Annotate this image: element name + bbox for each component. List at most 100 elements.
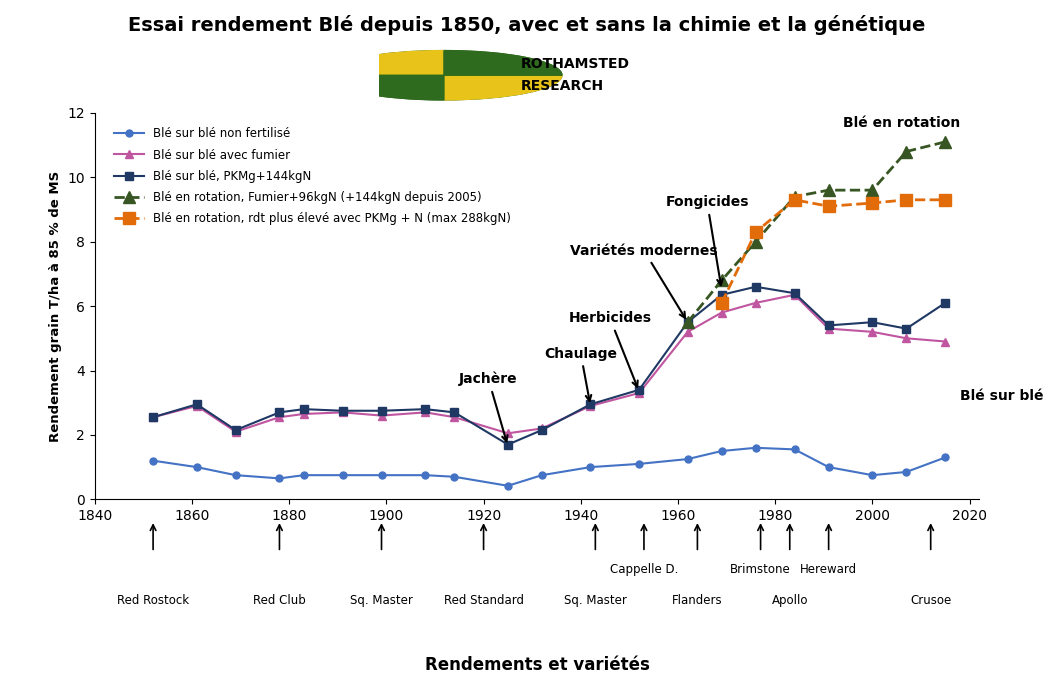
Blé sur blé non fertilisé: [789, 445, 801, 453]
Blé en rotation, Fumier+96kgN (+144kgN depuis 2005): [822, 186, 835, 194]
Blé en rotation, rdt plus élevé avec PKMg + N (max 288kgN): [715, 299, 728, 307]
Blé sur blé, PKMg+144kgN: [789, 289, 801, 298]
Text: Herbicides: Herbicides: [569, 311, 652, 386]
Blé sur blé, PKMg+144kgN: [230, 426, 242, 434]
Blé sur blé, PKMg+144kgN: [191, 400, 203, 408]
Blé sur blé avec fumier: [822, 324, 835, 332]
Line: Blé en rotation, rdt plus élevé avec PKMg + N (max 288kgN): Blé en rotation, rdt plus élevé avec PKM…: [716, 194, 951, 308]
Blé sur blé avec fumier: [536, 424, 549, 432]
Text: Cappelle D.: Cappelle D.: [610, 563, 678, 576]
Text: Blé sur blé: Blé sur blé: [960, 389, 1044, 404]
Blé sur blé non fertilisé: [900, 468, 913, 476]
Text: Essai rendement Blé depuis 1850, avec et sans la chimie et la génétique: Essai rendement Blé depuis 1850, avec et…: [127, 14, 926, 35]
Text: Sq. Master: Sq. Master: [564, 594, 627, 607]
Blé sur blé non fertilisé: [681, 455, 694, 463]
Wedge shape: [444, 75, 562, 100]
Blé sur blé avec fumier: [449, 413, 461, 421]
Blé sur blé avec fumier: [375, 412, 388, 420]
Text: Chaulage: Chaulage: [544, 347, 617, 401]
Wedge shape: [326, 51, 444, 75]
Blé sur blé avec fumier: [297, 410, 310, 418]
Blé sur blé avec fumier: [336, 408, 349, 417]
Blé en rotation, rdt plus élevé avec PKMg + N (max 288kgN): [750, 228, 762, 236]
Blé sur blé avec fumier: [633, 389, 645, 397]
Blé sur blé, PKMg+144kgN: [419, 405, 432, 413]
Text: RESEARCH: RESEARCH: [520, 79, 603, 93]
Text: Rendements et variétés: Rendements et variétés: [424, 656, 650, 674]
Blé sur blé non fertilisé: [297, 471, 310, 479]
Blé sur blé avec fumier: [900, 334, 913, 343]
Blé sur blé, PKMg+144kgN: [501, 440, 514, 449]
Blé sur blé non fertilisé: [191, 463, 203, 471]
Blé sur blé non fertilisé: [715, 447, 728, 455]
Line: Blé sur blé non fertilisé: Blé sur blé non fertilisé: [150, 445, 949, 489]
Blé sur blé, PKMg+144kgN: [633, 386, 645, 394]
Text: Flanders: Flanders: [672, 594, 722, 607]
Blé sur blé non fertilisé: [584, 463, 597, 471]
Blé sur blé, PKMg+144kgN: [375, 407, 388, 415]
Blé sur blé avec fumier: [939, 337, 952, 345]
Blé sur blé avec fumier: [419, 408, 432, 417]
Blé sur blé, PKMg+144kgN: [822, 321, 835, 330]
Blé sur blé, PKMg+144kgN: [900, 324, 913, 332]
Text: Brimstone: Brimstone: [730, 563, 791, 576]
Blé sur blé, PKMg+144kgN: [750, 282, 762, 291]
Blé sur blé, PKMg+144kgN: [939, 299, 952, 307]
Blé en rotation, rdt plus élevé avec PKMg + N (max 288kgN): [822, 202, 835, 211]
Blé sur blé, PKMg+144kgN: [336, 407, 349, 415]
Text: Blé en rotation: Blé en rotation: [842, 116, 960, 129]
Blé sur blé avec fumier: [715, 308, 728, 317]
Blé sur blé avec fumier: [501, 429, 514, 437]
Blé sur blé non fertilisé: [633, 460, 645, 468]
Blé en rotation, Fumier+96kgN (+144kgN depuis 2005): [681, 318, 694, 326]
Line: Blé sur blé, PKMg+144kgN: Blé sur blé, PKMg+144kgN: [148, 282, 950, 449]
Blé sur blé avec fumier: [191, 402, 203, 410]
Blé sur blé non fertilisé: [939, 453, 952, 462]
Blé sur blé, PKMg+144kgN: [584, 400, 597, 408]
Blé sur blé non fertilisé: [536, 471, 549, 479]
Text: Jachère: Jachère: [459, 372, 518, 441]
Blé sur blé non fertilisé: [750, 444, 762, 452]
Blé en rotation, Fumier+96kgN (+144kgN depuis 2005): [939, 137, 952, 146]
Blé sur blé non fertilisé: [336, 471, 349, 479]
Blé sur blé non fertilisé: [230, 471, 242, 479]
Blé sur blé non fertilisé: [822, 463, 835, 471]
Blé sur blé, PKMg+144kgN: [715, 291, 728, 299]
Blé sur blé non fertilisé: [375, 471, 388, 479]
Blé sur blé, PKMg+144kgN: [273, 408, 285, 417]
Blé en rotation, Fumier+96kgN (+144kgN depuis 2005): [866, 186, 878, 194]
Blé en rotation, rdt plus élevé avec PKMg + N (max 288kgN): [900, 196, 913, 204]
Blé sur blé non fertilisé: [273, 474, 285, 482]
Text: Variétés modernes: Variétés modernes: [570, 244, 718, 318]
Blé sur blé, PKMg+144kgN: [536, 426, 549, 434]
Blé en rotation, rdt plus élevé avec PKMg + N (max 288kgN): [866, 199, 878, 207]
Text: Crusoe: Crusoe: [910, 594, 951, 607]
Blé sur blé avec fumier: [681, 328, 694, 336]
Blé sur blé avec fumier: [584, 402, 597, 410]
Text: Red Standard: Red Standard: [443, 594, 523, 607]
Blé en rotation, rdt plus élevé avec PKMg + N (max 288kgN): [789, 196, 801, 204]
Blé sur blé avec fumier: [866, 328, 878, 336]
Blé sur blé avec fumier: [789, 291, 801, 299]
Blé en rotation, Fumier+96kgN (+144kgN depuis 2005): [900, 148, 913, 156]
Text: Red Rostock: Red Rostock: [117, 594, 190, 607]
Blé sur blé non fertilisé: [866, 471, 878, 479]
Text: Hereward: Hereward: [800, 563, 857, 576]
Text: Sq. Master: Sq. Master: [350, 594, 413, 607]
Circle shape: [326, 51, 562, 100]
Blé sur blé, PKMg+144kgN: [297, 405, 310, 413]
Blé en rotation, rdt plus élevé avec PKMg + N (max 288kgN): [939, 196, 952, 204]
Blé sur blé avec fumier: [230, 428, 242, 436]
Polygon shape: [326, 75, 444, 100]
Blé sur blé avec fumier: [146, 413, 159, 421]
Blé sur blé, PKMg+144kgN: [146, 413, 159, 421]
Blé en rotation, Fumier+96kgN (+144kgN depuis 2005): [789, 192, 801, 200]
Legend: Blé sur blé non fertilisé, Blé sur blé avec fumier, Blé sur blé, PKMg+144kgN, Bl: Blé sur blé non fertilisé, Blé sur blé a…: [110, 122, 516, 230]
Blé sur blé non fertilisé: [146, 457, 159, 465]
Blé sur blé avec fumier: [750, 299, 762, 307]
Text: Fongicides: Fongicides: [665, 195, 749, 285]
Text: ROTHAMSTED: ROTHAMSTED: [520, 57, 630, 71]
Blé sur blé non fertilisé: [449, 473, 461, 481]
Text: Apollo: Apollo: [772, 594, 808, 607]
Y-axis label: Rendement grain T/ha à 85 % de MS: Rendement grain T/ha à 85 % de MS: [48, 170, 62, 442]
